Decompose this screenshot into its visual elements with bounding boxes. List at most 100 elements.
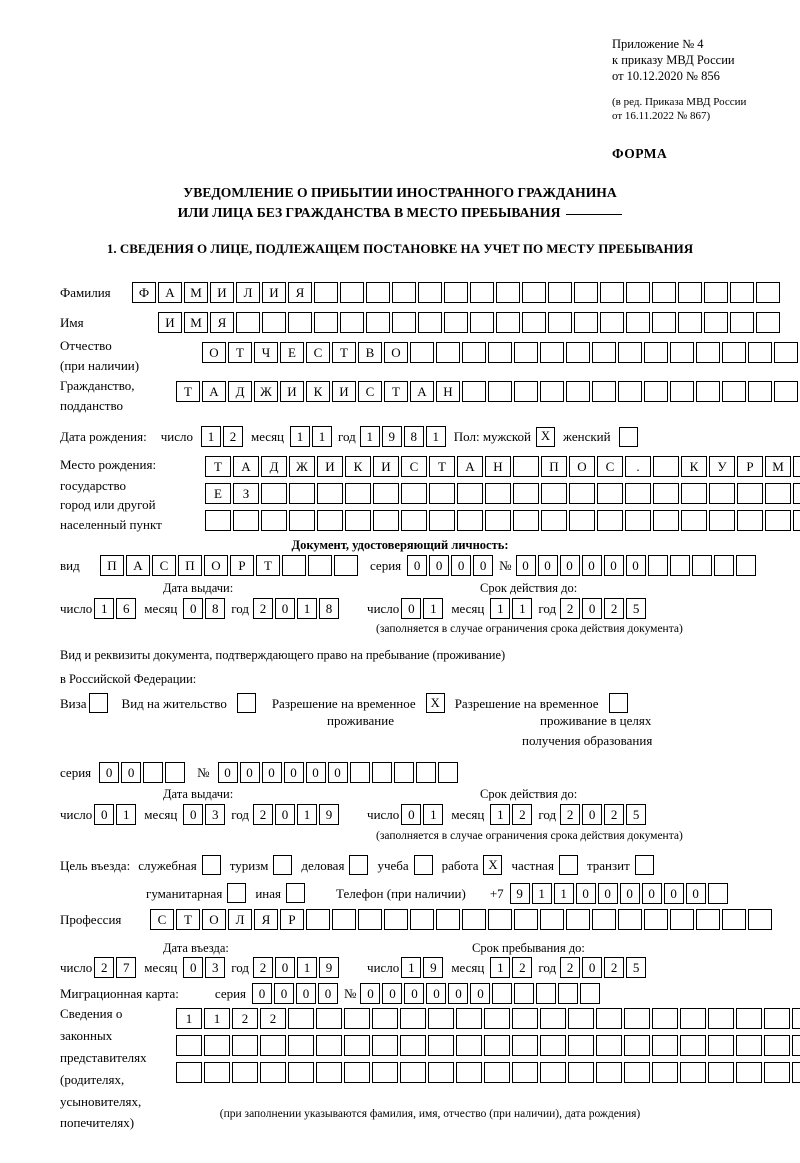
- char-cell[interactable]: 9: [319, 804, 340, 825]
- char-cell[interactable]: И: [317, 456, 343, 477]
- char-cell[interactable]: [317, 510, 343, 531]
- char-cell[interactable]: [400, 1062, 426, 1083]
- char-cell[interactable]: [492, 983, 513, 1004]
- char-cell[interactable]: [792, 1008, 800, 1029]
- char-cell[interactable]: [349, 762, 370, 783]
- char-cell[interactable]: [764, 1062, 790, 1083]
- char-cell[interactable]: [456, 1035, 482, 1056]
- char-cell[interactable]: [314, 282, 338, 303]
- char-cell[interactable]: [574, 312, 598, 333]
- char-cell[interactable]: [652, 1062, 678, 1083]
- char-cell[interactable]: Я: [254, 909, 278, 930]
- char-cell[interactable]: [204, 1062, 230, 1083]
- char-cell[interactable]: [372, 1008, 398, 1029]
- char-cell[interactable]: [401, 510, 427, 531]
- char-cell[interactable]: [344, 1035, 370, 1056]
- char-cell[interactable]: [306, 909, 330, 930]
- purpose-option-checkbox[interactable]: [634, 855, 654, 875]
- char-cell[interactable]: [737, 483, 763, 504]
- char-cell[interactable]: 2: [512, 957, 533, 978]
- purpose-option-checkbox[interactable]: [413, 855, 433, 875]
- char-cell[interactable]: 0: [663, 883, 684, 904]
- char-cell[interactable]: [410, 342, 434, 363]
- char-cell[interactable]: [288, 1035, 314, 1056]
- char-cell[interactable]: [730, 312, 754, 333]
- char-cell[interactable]: [512, 1062, 538, 1083]
- char-cell[interactable]: [713, 555, 734, 576]
- char-cell[interactable]: [314, 312, 338, 333]
- char-cell[interactable]: 0: [404, 983, 425, 1004]
- char-cell[interactable]: 1: [425, 426, 446, 447]
- purpose-option-checkbox[interactable]: [558, 855, 578, 875]
- char-cell[interactable]: П: [100, 555, 124, 576]
- char-cell[interactable]: 0: [318, 983, 339, 1004]
- char-cell[interactable]: [653, 483, 679, 504]
- char-cell[interactable]: 7: [116, 957, 137, 978]
- char-cell[interactable]: [260, 1035, 286, 1056]
- char-cell[interactable]: [624, 1035, 650, 1056]
- char-cell[interactable]: [373, 510, 399, 531]
- char-cell[interactable]: [205, 510, 231, 531]
- char-cell[interactable]: [176, 1062, 202, 1083]
- char-cell[interactable]: [624, 1008, 650, 1029]
- char-cell[interactable]: Е: [280, 342, 304, 363]
- char-cell[interactable]: [569, 510, 595, 531]
- char-cell[interactable]: 2: [253, 598, 274, 619]
- char-cell[interactable]: [548, 282, 572, 303]
- char-cell[interactable]: [704, 282, 728, 303]
- char-cell[interactable]: [793, 510, 800, 531]
- char-cell[interactable]: [513, 483, 539, 504]
- char-cell[interactable]: [592, 909, 616, 930]
- char-cell[interactable]: [774, 342, 798, 363]
- birthplace-cells-row-3[interactable]: [205, 510, 800, 531]
- char-cell[interactable]: Т: [384, 381, 408, 402]
- char-cell[interactable]: И: [280, 381, 304, 402]
- char-cell[interactable]: [366, 312, 390, 333]
- char-cell[interactable]: Ж: [254, 381, 278, 402]
- char-cell[interactable]: 2: [560, 804, 581, 825]
- char-cell[interactable]: [696, 909, 720, 930]
- char-cell[interactable]: [597, 510, 623, 531]
- char-cell[interactable]: [372, 1035, 398, 1056]
- char-cell[interactable]: 0: [239, 762, 260, 783]
- char-cell[interactable]: [709, 510, 735, 531]
- char-cell[interactable]: [736, 1035, 762, 1056]
- char-cell[interactable]: О: [569, 456, 595, 477]
- char-cell[interactable]: С: [152, 555, 176, 576]
- char-cell[interactable]: [708, 1008, 734, 1029]
- char-cell[interactable]: 1: [204, 1008, 230, 1029]
- char-cell[interactable]: [756, 282, 780, 303]
- char-cell[interactable]: [400, 1035, 426, 1056]
- char-cell[interactable]: [680, 1035, 706, 1056]
- char-cell[interactable]: 2: [604, 957, 625, 978]
- char-cell[interactable]: 0: [99, 762, 120, 783]
- char-cell[interactable]: [765, 483, 791, 504]
- char-cell[interactable]: 0: [183, 598, 204, 619]
- char-cell[interactable]: 1: [290, 426, 311, 447]
- char-cell[interactable]: [736, 1008, 762, 1029]
- char-cell[interactable]: 0: [451, 555, 472, 576]
- char-cell[interactable]: [340, 312, 364, 333]
- sex-female-checkbox[interactable]: [618, 426, 638, 447]
- char-cell[interactable]: 0: [559, 555, 580, 576]
- char-cell[interactable]: [707, 883, 728, 904]
- char-cell[interactable]: 2: [232, 1008, 258, 1029]
- char-cell[interactable]: 3: [205, 804, 226, 825]
- char-cell[interactable]: 0: [401, 598, 422, 619]
- char-cell[interactable]: Ч: [254, 342, 278, 363]
- char-cell[interactable]: [625, 483, 651, 504]
- char-cell[interactable]: С: [597, 456, 623, 477]
- char-cell[interactable]: 0: [275, 804, 296, 825]
- char-cell[interactable]: [282, 555, 306, 576]
- char-cell[interactable]: 0: [515, 555, 536, 576]
- char-cell[interactable]: [652, 1035, 678, 1056]
- char-cell[interactable]: [600, 282, 624, 303]
- char-cell[interactable]: 2: [260, 1008, 286, 1029]
